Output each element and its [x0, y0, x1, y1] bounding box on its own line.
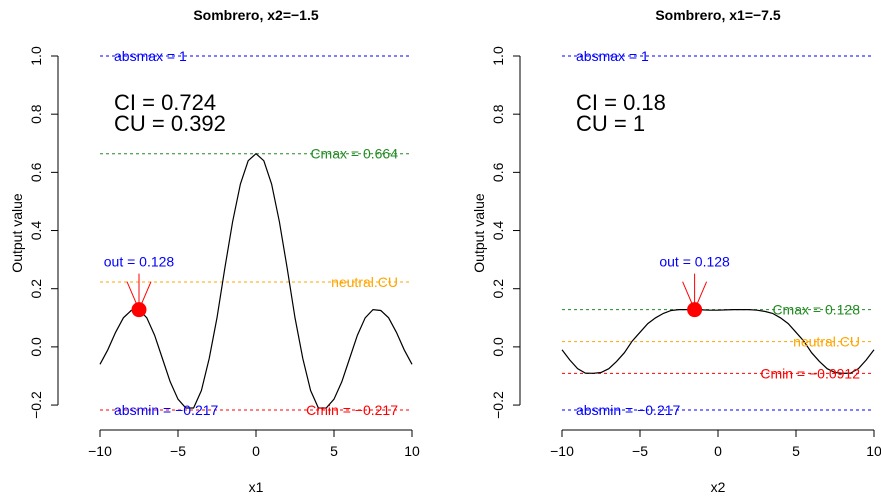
reference-line-label: Cmin = −0.217 [306, 402, 398, 418]
cu-value-text: CU = 1 [576, 111, 645, 136]
y-tick-label: 0.4 [28, 221, 44, 241]
ci-value-text: CI = 0.18 [576, 90, 666, 115]
chart-panel-2: Sombrero, x1=−7.5 −10 −5 0 5 10 −0.2 0.0 0.2 0.4 0… [471, 7, 881, 495]
x-tick-label: 10 [404, 443, 420, 459]
x-tick-label: −10 [550, 443, 574, 459]
output-point [687, 302, 703, 318]
series-line [561, 309, 875, 374]
output-label: out = 0.128 [659, 254, 730, 270]
reference-line-label: absmax = 1 [114, 48, 187, 64]
chart-title: Sombrero, x2=−1.5 [193, 7, 319, 23]
x-axis-label: x1 [249, 479, 264, 495]
y-tick-label: 1.0 [28, 46, 44, 66]
y-tick-label: 0.6 [490, 162, 506, 182]
reference-line-label: neutral.CU [331, 274, 398, 290]
y-axis-label: Output value [471, 193, 487, 273]
y-tick-label: −0.2 [490, 391, 506, 419]
y-tick-label: 0.8 [490, 104, 506, 124]
y-tick-label: 0.6 [28, 162, 44, 182]
ci-value-text: CI = 0.724 [114, 90, 216, 115]
x-tick-label: −5 [632, 443, 648, 459]
y-tick-label: 0.4 [490, 221, 506, 241]
reference-line-label: absmax = 1 [576, 48, 649, 64]
y-tick-label: 0.0 [490, 337, 506, 357]
x-axis-label: x2 [711, 479, 726, 495]
y-tick-label: 0.8 [28, 104, 44, 124]
output-label: out = 0.128 [104, 254, 175, 270]
y-tick-label: −0.2 [28, 391, 44, 419]
x-tick-label: 10 [866, 443, 881, 459]
series-line [99, 152, 413, 409]
y-tick-label: 0.0 [28, 337, 44, 357]
output-point [131, 302, 147, 318]
chart-title: Sombrero, x1=−7.5 [655, 7, 781, 23]
reference-line-label: Cmin = −0.0912 [760, 365, 860, 381]
chart-panel-1: Sombrero, x2=−1.5 −10 −5 0 5 10 −0.2 0.0 0.2 0.4 0… [9, 7, 420, 495]
reference-line-label: absmin = −0.217 [576, 402, 681, 418]
y-tick-label: 0.2 [28, 279, 44, 299]
reference-line-label: Cmax = 0.128 [772, 302, 860, 318]
reference-line-label: Cmax = 0.664 [310, 146, 398, 162]
x-tick-label: 0 [252, 443, 260, 459]
x-tick-label: 5 [330, 443, 338, 459]
x-tick-label: −10 [88, 443, 112, 459]
x-tick-label: −5 [170, 443, 186, 459]
cu-value-text: CU = 0.392 [114, 111, 226, 136]
reference-line-label: neutral.CU [793, 334, 860, 350]
y-axis-label: Output value [9, 193, 25, 273]
x-tick-label: 0 [714, 443, 722, 459]
y-tick-label: 0.2 [490, 279, 506, 299]
reference-line-label: absmin = −0.217 [114, 402, 219, 418]
y-tick-label: 1.0 [490, 46, 506, 66]
x-tick-label: 5 [792, 443, 800, 459]
